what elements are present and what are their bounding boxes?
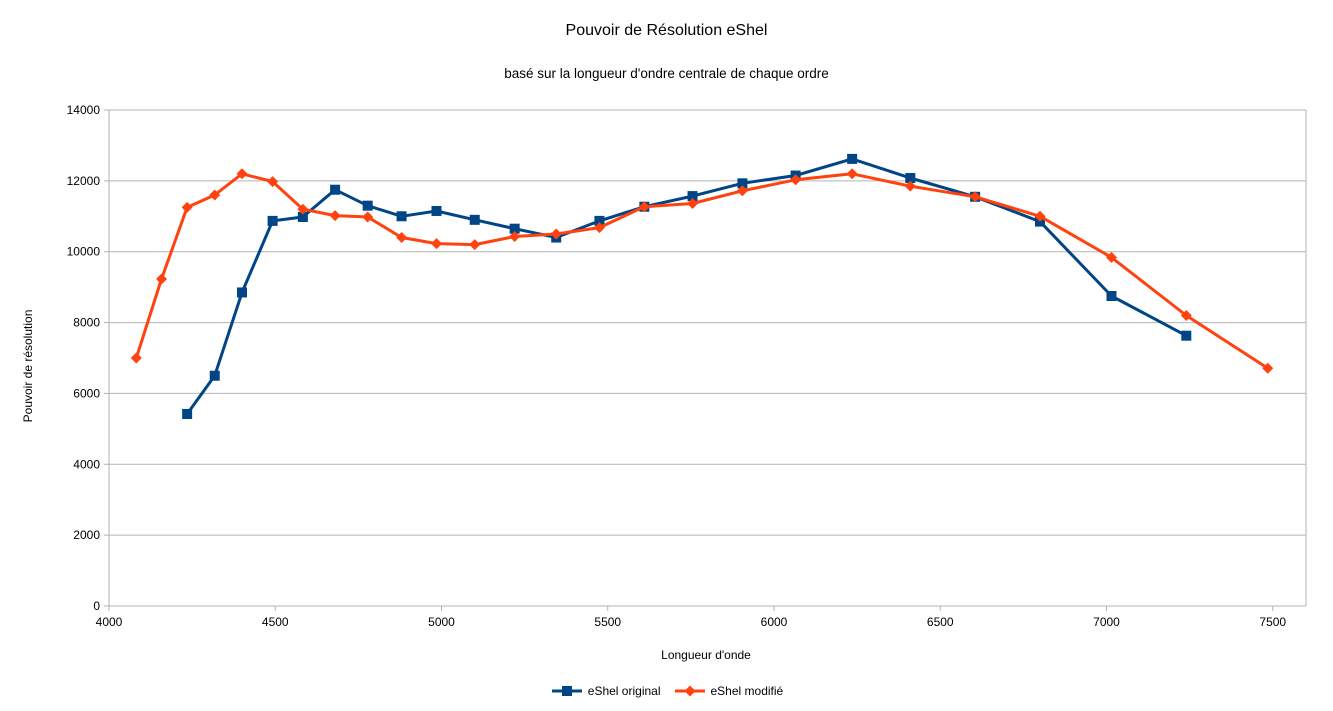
data-point <box>182 408 193 419</box>
x-tick-label: 6000 <box>761 615 788 629</box>
data-point <box>687 191 698 202</box>
chart-subtitle: basé sur la longueur d'ondre centrale de… <box>504 66 829 81</box>
grid-lines <box>109 109 1306 607</box>
data-point <box>509 230 521 242</box>
y-tick-label: 0 <box>93 599 100 613</box>
y-tick-label: 14000 <box>67 103 101 117</box>
data-point <box>267 215 278 226</box>
legend-swatch <box>674 685 705 697</box>
legend-swatch <box>551 686 582 696</box>
series-line-2 <box>134 172 1269 370</box>
data-point <box>687 198 699 210</box>
x-tick-label: 4000 <box>96 615 123 629</box>
data-point <box>181 201 193 213</box>
data-point <box>297 203 309 215</box>
data-point <box>1106 291 1117 301</box>
y-tick-label: 8000 <box>73 316 100 330</box>
x-tick-label: 5000 <box>428 615 455 629</box>
data-point <box>969 191 981 203</box>
series-layer <box>130 153 1274 419</box>
data-point <box>209 370 220 381</box>
x-tick-label: 5500 <box>594 615 621 629</box>
data-point <box>469 239 481 251</box>
series-line-1 <box>185 157 1188 415</box>
y-tick-label: 4000 <box>73 457 100 471</box>
data-point <box>904 180 916 192</box>
data-point <box>847 153 858 164</box>
data-point <box>236 168 248 180</box>
y-tick-label: 2000 <box>73 528 100 542</box>
data-point <box>396 211 407 222</box>
y-tick-label: 10000 <box>67 245 101 259</box>
data-point <box>638 201 650 213</box>
data-point <box>396 232 408 244</box>
chart-title: Pouvoir de Résolution eShel <box>565 22 768 39</box>
data-point <box>237 287 247 298</box>
data-point <box>297 211 308 222</box>
data-point <box>1034 210 1046 222</box>
data-point <box>362 200 373 211</box>
data-point <box>1105 251 1117 263</box>
x-tick-label: 7500 <box>1259 615 1286 629</box>
data-point <box>550 228 562 240</box>
y-axis-label: Pouvoir de résolution <box>21 310 35 423</box>
data-point <box>1180 309 1192 321</box>
data-point <box>362 211 374 223</box>
data-point <box>469 214 480 225</box>
data-point <box>846 168 858 180</box>
legend-item: eShel original <box>550 684 661 698</box>
x-tick-label: 6500 <box>927 615 954 629</box>
data-point <box>209 189 221 201</box>
data-point <box>130 352 142 364</box>
data-point <box>905 173 916 184</box>
data-point <box>330 184 341 195</box>
data-point <box>431 238 443 250</box>
data-point <box>593 222 605 234</box>
x-tick-label: 4500 <box>262 615 289 629</box>
data-point <box>737 178 748 189</box>
y-tick-label: 6000 <box>73 386 100 400</box>
data-point <box>1262 362 1274 374</box>
data-point <box>1181 330 1192 341</box>
legend-label: eShel original <box>587 684 661 698</box>
axes: 0 2000 4000 6000 8000 10000 12000 14000 4000 4500… <box>67 103 1307 629</box>
data-point <box>594 215 605 226</box>
x-axis-label: Longueur d'onde <box>661 648 751 662</box>
legend: eShel original eShel modifié <box>0 684 1333 701</box>
data-point <box>736 185 748 197</box>
data-point <box>509 223 520 234</box>
legend-label: eShel modifié <box>710 684 784 698</box>
data-point <box>790 174 802 186</box>
data-point <box>267 176 279 188</box>
data-point <box>431 205 442 216</box>
legend-item: eShel modifié <box>673 684 784 698</box>
data-point <box>156 273 168 285</box>
data-point <box>329 210 341 222</box>
y-tick-label: 12000 <box>67 174 101 188</box>
x-tick-label: 7000 <box>1093 615 1120 629</box>
